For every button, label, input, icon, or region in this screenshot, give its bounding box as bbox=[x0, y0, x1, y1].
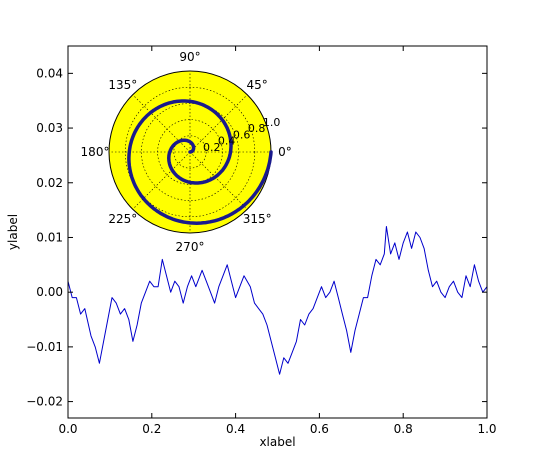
main-plot-frame bbox=[67, 45, 488, 419]
polar-theta-label: 225° bbox=[108, 212, 137, 226]
polar-r-gridline bbox=[173, 135, 207, 169]
polar-r-label: 0.8 bbox=[248, 122, 266, 135]
x-tick-label: 0.0 bbox=[58, 422, 77, 436]
x-tick-label: 0.4 bbox=[226, 422, 245, 436]
polar-theta-label: 0° bbox=[278, 145, 292, 159]
polar-theta-gridline bbox=[189, 94, 248, 153]
polar-labels: 0° 45° 90° 135° 180° 225° 270° 315° 0.20.40.60.8… bbox=[81, 50, 292, 254]
polar-r-label: 0.4 bbox=[218, 135, 236, 148]
polar-theta-label: 90° bbox=[179, 50, 200, 64]
y-tick-label: 0.01 bbox=[36, 230, 63, 244]
polar-r-label: 0.2 bbox=[203, 141, 221, 154]
x-tick-label: 0.2 bbox=[142, 422, 161, 436]
main-series-group bbox=[67, 226, 488, 375]
polar-inset: 0° 45° 90° 135° 180° 225° 270° 315° 0.20.40.60.8… bbox=[81, 50, 292, 254]
y-tick-label: −0.02 bbox=[26, 395, 63, 409]
polar-series-group bbox=[127, 99, 273, 225]
polar-theta-label: 135° bbox=[108, 78, 137, 92]
y-tick-label: −0.01 bbox=[26, 340, 63, 354]
y-tick-label: 0.02 bbox=[36, 176, 63, 190]
x-tick-label: 0.8 bbox=[394, 422, 413, 436]
x-tick-label: 0.6 bbox=[310, 422, 329, 436]
polar-theta-label: 315° bbox=[243, 212, 272, 226]
polar-r-gridline bbox=[124, 86, 256, 218]
polar-theta-gridline bbox=[132, 94, 191, 153]
y-axis-label: ylabel bbox=[6, 214, 20, 250]
series-line bbox=[67, 226, 488, 375]
polar-r-gridline bbox=[141, 103, 239, 201]
y-tick-label: 0.04 bbox=[36, 66, 63, 80]
polar-spiral-line bbox=[127, 99, 273, 225]
polar-r-label: 0.6 bbox=[233, 128, 251, 141]
y-tick-label: 0.00 bbox=[36, 285, 63, 299]
polar-theta-label: 45° bbox=[247, 78, 268, 92]
polar-r-label: 1.0 bbox=[263, 116, 281, 129]
polar-theta-label: 270° bbox=[176, 240, 205, 254]
y-tick-label: 0.03 bbox=[36, 121, 63, 135]
x-tick-label: 1.0 bbox=[477, 422, 496, 436]
x-axis-label: xlabel bbox=[259, 435, 295, 449]
polar-theta-gridline bbox=[189, 151, 248, 210]
polar-grid bbox=[109, 71, 271, 233]
polar-theta-label: 180° bbox=[81, 145, 110, 159]
